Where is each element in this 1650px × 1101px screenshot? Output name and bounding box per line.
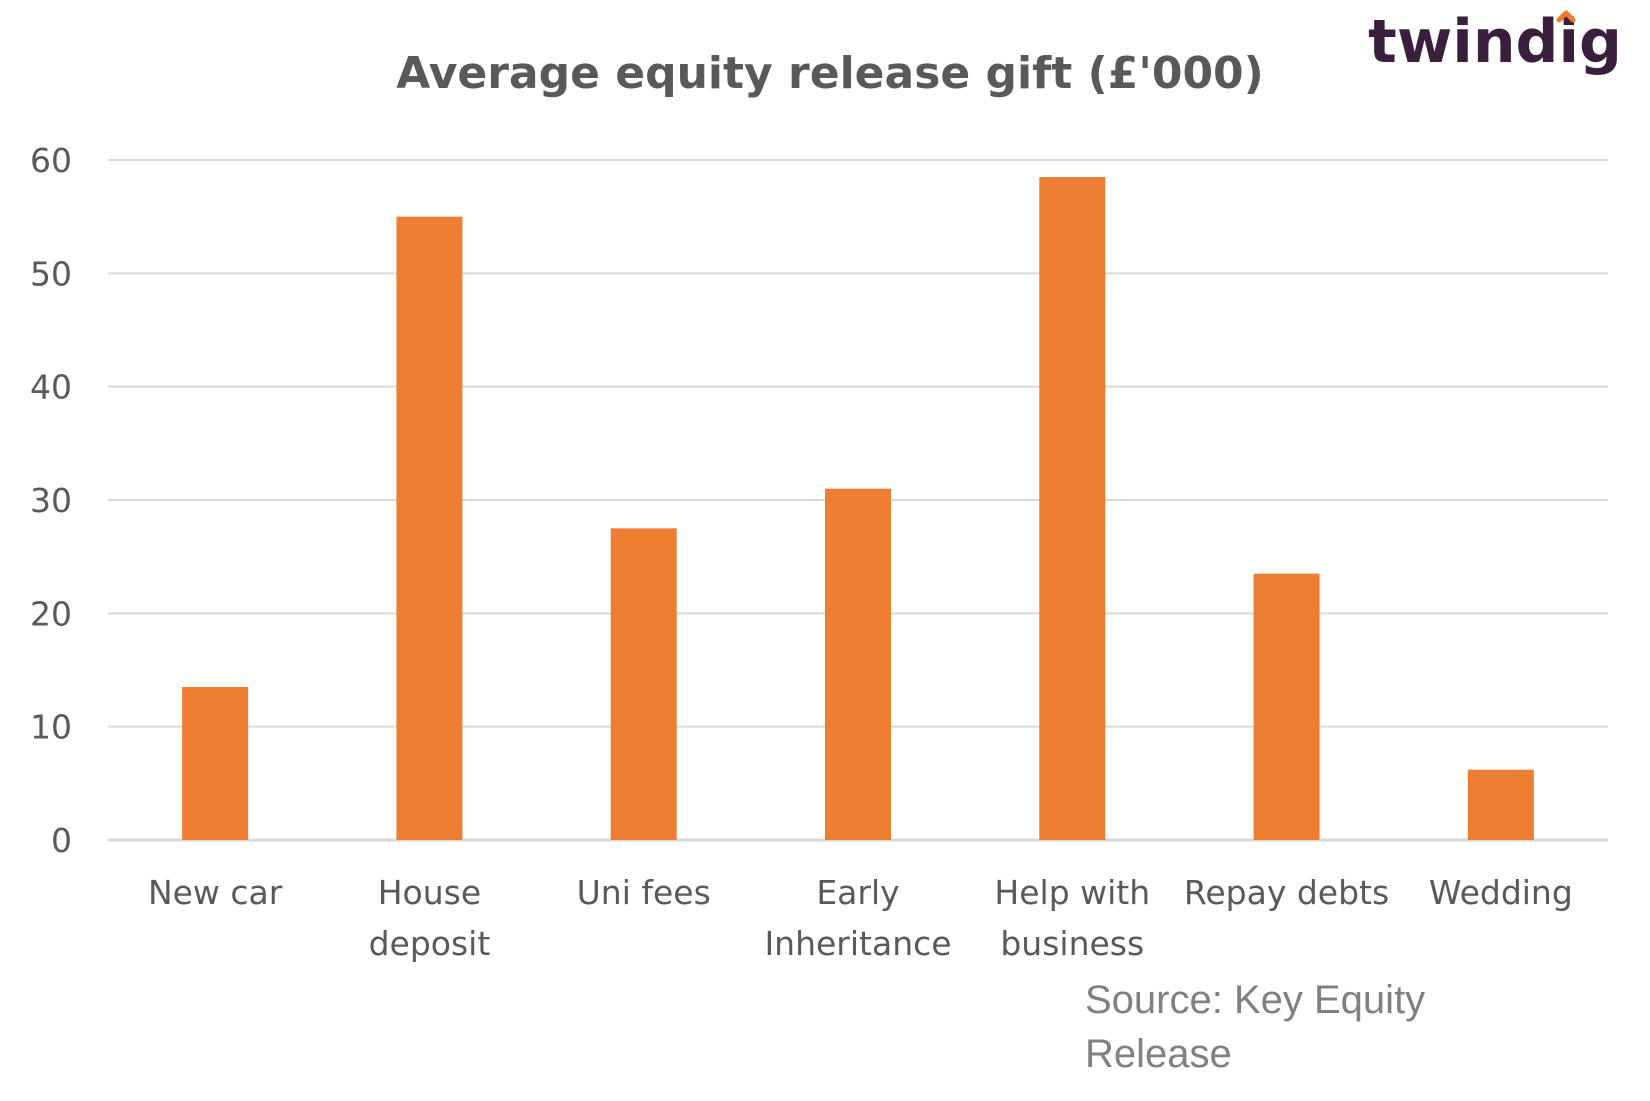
- x-category-label: New car: [148, 873, 283, 912]
- x-category-label: Uni fees: [577, 873, 711, 912]
- bars: [182, 177, 1534, 840]
- y-tick-label: 0: [51, 821, 72, 860]
- y-tick-label: 30: [30, 481, 72, 520]
- source-line-2: Release: [1085, 1032, 1232, 1076]
- bar: [1467, 769, 1534, 840]
- x-category-label: Repay debts: [1184, 873, 1389, 912]
- y-axis-ticks: 0 10 20 30 40 50 60: [30, 141, 72, 860]
- y-tick-label: 10: [30, 708, 72, 747]
- bar: [182, 687, 249, 840]
- x-category-label: House deposit: [369, 873, 491, 963]
- bar: [1253, 573, 1320, 840]
- y-tick-label: 20: [30, 594, 72, 633]
- brand-logo: twindig: [1368, 7, 1622, 77]
- y-tick-label: 50: [30, 254, 72, 293]
- y-tick-label: 40: [30, 368, 72, 407]
- bar: [1039, 177, 1106, 840]
- chart-title: Average equity release gift (£'000): [396, 48, 1264, 99]
- bar: [825, 488, 891, 840]
- source-line-1: Source: Key Equity: [1085, 978, 1425, 1022]
- x-category-label: Early Inheritance: [764, 873, 951, 963]
- logo-wordmark: twindig: [1368, 7, 1622, 77]
- bar: [396, 216, 463, 840]
- x-axis-labels: New car House deposit Uni fees Early Inherita…: [148, 873, 1573, 963]
- x-category-label: Help with business: [994, 873, 1150, 963]
- y-tick-label: 60: [30, 141, 72, 180]
- bar: [610, 528, 677, 840]
- x-category-label: Wedding: [1429, 873, 1573, 912]
- logo-roof-icon: [1556, 10, 1576, 23]
